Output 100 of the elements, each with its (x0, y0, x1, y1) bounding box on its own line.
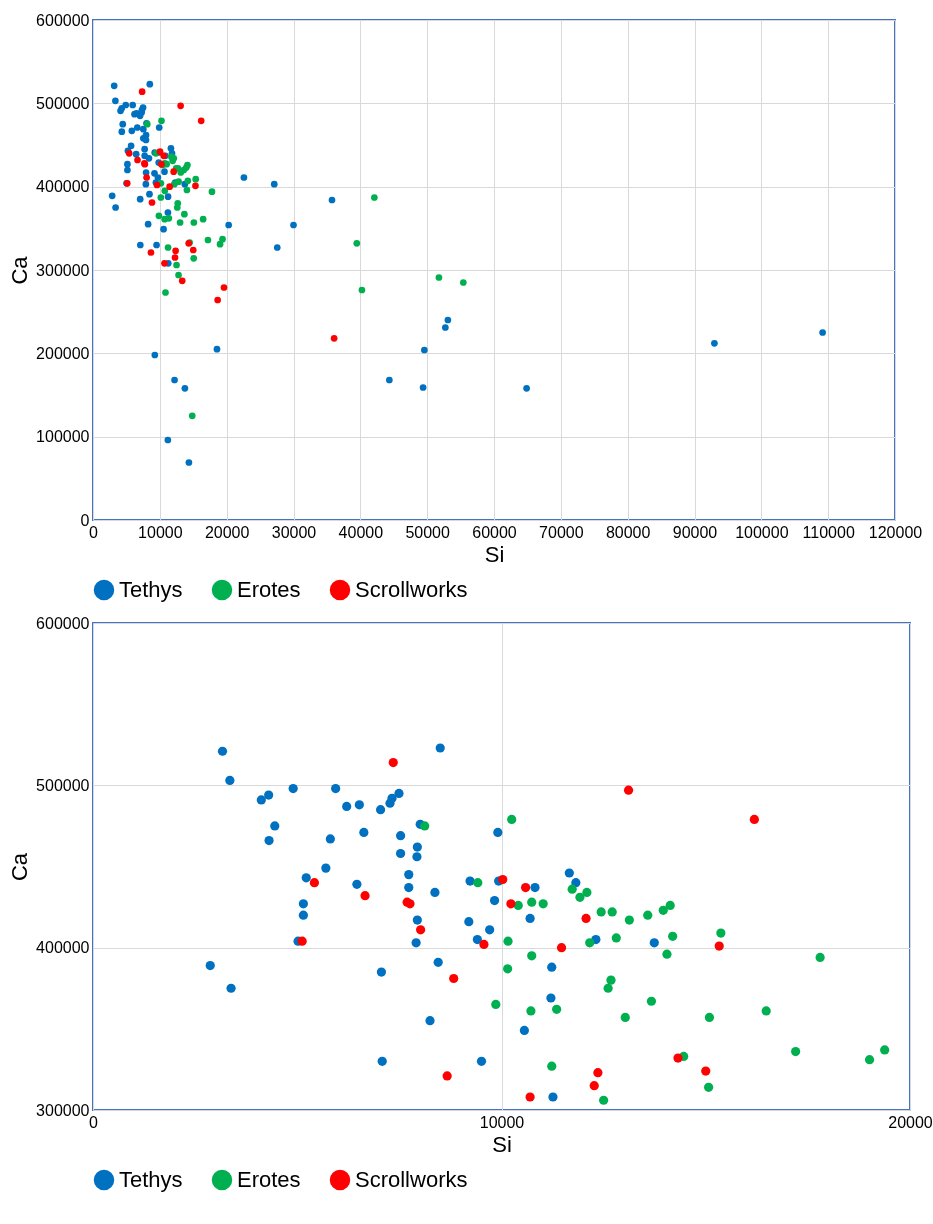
point (199, 215, 207, 223)
y-tick-label: 300000 (36, 1101, 90, 1119)
point (714, 941, 724, 951)
point (358, 286, 366, 294)
point (181, 210, 188, 218)
x-tick-label: 50000 (405, 523, 451, 541)
y-tick-label: 400000 (36, 178, 90, 196)
point (325, 834, 335, 844)
point (214, 296, 221, 304)
point (173, 261, 180, 269)
x-tick-label: 90000 (672, 523, 718, 541)
point (575, 892, 585, 902)
point (503, 964, 513, 974)
point (164, 244, 172, 251)
point (815, 952, 825, 963)
point (607, 907, 617, 917)
point (599, 1095, 609, 1105)
point (567, 884, 577, 894)
point (155, 212, 163, 220)
point (749, 814, 759, 825)
point (704, 1012, 715, 1023)
point (433, 957, 443, 967)
point (716, 928, 726, 938)
point (395, 831, 406, 841)
point (704, 1082, 714, 1092)
point (649, 938, 659, 948)
point (226, 983, 236, 993)
point (465, 876, 475, 886)
point (435, 274, 443, 281)
point (582, 887, 592, 898)
x-tick-label: 80000 (605, 523, 651, 541)
point (177, 102, 184, 110)
x-tick-label: 120000 (868, 523, 923, 541)
point (864, 1055, 875, 1065)
point (585, 938, 595, 948)
point (166, 183, 174, 191)
legend-label: Erotes (237, 577, 301, 602)
point (189, 246, 197, 254)
point (171, 254, 179, 261)
point (442, 1071, 452, 1081)
point (668, 931, 678, 941)
point (493, 827, 503, 838)
point (624, 915, 634, 925)
point (673, 1053, 683, 1063)
point (489, 895, 500, 906)
point (548, 1092, 558, 1102)
point (178, 277, 186, 285)
y-tick-label: 0 (80, 511, 90, 529)
point (520, 883, 531, 893)
x-tick-label: 70000 (539, 523, 584, 541)
x-tick-label: 60000 (472, 523, 517, 541)
legend-label: Tethys (119, 577, 183, 602)
point (404, 883, 414, 893)
point (359, 827, 369, 838)
point (197, 117, 205, 125)
point (464, 917, 474, 927)
x-tick-label: 10000 (138, 523, 183, 541)
point (264, 790, 274, 800)
point (472, 934, 483, 945)
point (552, 1004, 562, 1014)
point (342, 801, 352, 812)
x-axis-title: Si (484, 541, 505, 567)
point (530, 883, 540, 893)
point (761, 1006, 771, 1016)
point (459, 279, 467, 286)
point (411, 938, 421, 948)
point (412, 915, 422, 925)
point (506, 899, 516, 909)
y-tick-label: 500000 (36, 94, 90, 112)
point (331, 783, 341, 794)
x-tick-label: 40000 (338, 523, 384, 541)
x-tick-label: 20000 (888, 1113, 933, 1131)
point (556, 943, 567, 953)
point (701, 1066, 711, 1076)
point (525, 913, 535, 924)
point (546, 993, 556, 1003)
x-tick-label: 20000 (204, 523, 250, 541)
point (270, 821, 280, 831)
point (791, 1046, 801, 1057)
point (256, 795, 266, 805)
point (388, 758, 398, 768)
point (219, 235, 226, 243)
y-tick-label: 100000 (36, 428, 90, 446)
point (175, 271, 182, 279)
y-tick-label: 300000 (36, 261, 90, 279)
y-axis-title: Ca (7, 852, 33, 882)
point (217, 746, 228, 756)
point (519, 1025, 529, 1036)
point (330, 334, 338, 342)
point (301, 873, 311, 883)
point (416, 925, 426, 935)
point (143, 174, 150, 181)
point (172, 247, 179, 255)
point (192, 182, 199, 190)
point (205, 960, 215, 971)
point (449, 973, 459, 984)
point (547, 1061, 557, 1071)
legend-label: Scrollworks (355, 1167, 468, 1192)
point (161, 187, 169, 195)
point (354, 800, 364, 810)
